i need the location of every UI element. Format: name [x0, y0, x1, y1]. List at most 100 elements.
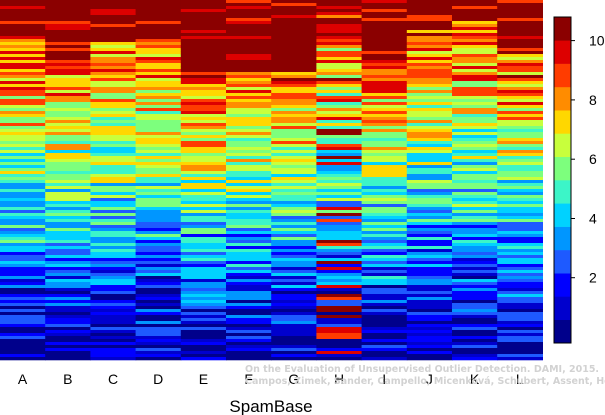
heatmap-cell: [180, 168, 227, 172]
heatmap-cell: [406, 192, 453, 196]
heatmap-cell: [135, 90, 182, 94]
heatmap-cell: [316, 84, 363, 88]
heatmap-cell: [452, 345, 498, 349]
heatmap-cell: [0, 15, 46, 19]
heatmap-cell: [452, 210, 498, 214]
heatmap-cell: [316, 204, 363, 208]
heatmap-cell: [90, 336, 137, 340]
heatmap-cell: [497, 351, 543, 355]
heatmap-cell: [497, 171, 543, 175]
heatmap-cell: [135, 213, 182, 217]
heatmap-cell: [0, 324, 46, 328]
heatmap-cell: [135, 267, 182, 271]
heatmap-cell: [452, 252, 498, 256]
heatmap-cell: [0, 42, 46, 46]
heatmap-cell: [135, 33, 182, 37]
heatmap-cell: [226, 42, 272, 46]
heatmap-cell: [226, 273, 272, 277]
heatmap-cell: [180, 102, 227, 106]
heatmap-cell: [316, 132, 363, 136]
heatmap-cell: [361, 87, 408, 91]
heatmap-cell: [90, 99, 137, 103]
heatmap-cell: [90, 225, 137, 229]
heatmap-cell: [316, 57, 363, 61]
colorbar-segment: [554, 319, 571, 344]
heatmap-cell: [90, 345, 137, 349]
heatmap-cell: [135, 78, 182, 82]
heatmap-cell: [90, 285, 137, 289]
heatmap-cell: [271, 222, 317, 226]
heatmap-cell: [0, 291, 46, 295]
heatmap-cell: [361, 144, 408, 148]
column-label: F: [244, 371, 253, 387]
heatmap-cell: [180, 297, 227, 301]
heatmap-cell: [406, 228, 453, 232]
heatmap-cell: [0, 240, 46, 244]
colorbar-segment: [554, 226, 571, 251]
heatmap-cell: [361, 216, 408, 220]
heatmap-cell: [406, 270, 453, 274]
heatmap-cell: [180, 240, 227, 244]
heatmap-cell: [452, 192, 498, 196]
heatmap-cell: [406, 168, 453, 172]
heatmap-cell: [90, 153, 137, 157]
heatmap-cell: [452, 153, 498, 157]
heatmap-cell: [361, 183, 408, 187]
heatmap-cell: [90, 237, 137, 241]
heatmap-cell: [45, 123, 91, 127]
heatmap-cell: [180, 174, 227, 178]
heatmap-cell: [406, 21, 453, 25]
heatmap-cell: [45, 186, 91, 190]
heatmap-cell: [406, 345, 453, 349]
heatmap-cell: [90, 213, 137, 217]
heatmap-cell: [361, 84, 408, 88]
heatmap-cell: [90, 54, 137, 58]
heatmap-cell: [316, 36, 363, 40]
heatmap-cell: [90, 165, 137, 169]
heatmap-cell: [90, 255, 137, 259]
heatmap-cell: [271, 75, 317, 79]
heatmap-cell: [180, 78, 227, 82]
heatmap-cell: [316, 129, 363, 133]
heatmap-cell: [0, 270, 46, 274]
heatmap-cell: [90, 150, 137, 154]
heatmap-cell: [452, 75, 498, 79]
heatmap-cell: [226, 141, 272, 145]
heatmap-cell: [406, 9, 453, 13]
heatmap-cell: [316, 39, 363, 43]
heatmap-cell: [497, 216, 543, 220]
heatmap-cell: [406, 123, 453, 127]
heatmap-cell: [45, 348, 91, 352]
heatmap-cell: [452, 342, 498, 346]
heatmap-cell: [316, 330, 363, 334]
heatmap-cell: [180, 108, 227, 112]
heatmap-cell: [226, 177, 272, 181]
heatmap-cell: [45, 174, 91, 178]
heatmap-cell: [497, 318, 543, 322]
heatmap-cell: [361, 321, 408, 325]
heatmap-cell: [497, 42, 543, 46]
column-label: L: [516, 371, 524, 387]
heatmap-cell: [45, 162, 91, 166]
heatmap-cell: [90, 24, 137, 28]
heatmap-cell: [316, 18, 363, 22]
heatmap-cell: [0, 327, 46, 331]
heatmap-cell: [497, 45, 543, 49]
heatmap-cell: [452, 279, 498, 283]
heatmap-cell: [271, 60, 317, 64]
heatmap-cell: [452, 126, 498, 130]
heatmap-cell: [452, 231, 498, 235]
heatmap-cell: [316, 354, 363, 358]
heatmap-cell: [361, 192, 408, 196]
heatmap-cell: [180, 189, 227, 193]
heatmap-cell: [90, 198, 137, 202]
heatmap-cell: [135, 246, 182, 250]
heatmap-cell: [452, 354, 498, 358]
heatmap-cell: [135, 348, 182, 352]
heatmap-cell: [271, 192, 317, 196]
heatmap-cell: [226, 27, 272, 31]
heatmap-cell: [180, 336, 227, 340]
heatmap-cell: [271, 198, 317, 202]
heatmap-cell: [90, 258, 137, 262]
heatmap-cell: [135, 324, 182, 328]
